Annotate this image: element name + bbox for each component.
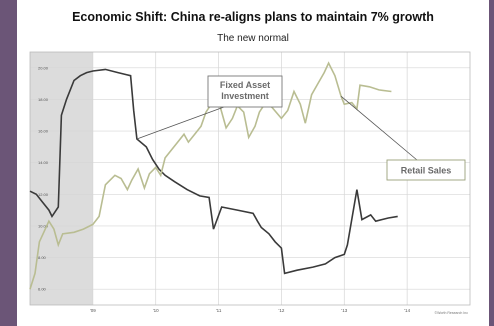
x-tick-label: '10: [153, 308, 159, 313]
x-tick-label: '14: [404, 308, 410, 313]
y-tick-label: 10.00: [38, 223, 49, 228]
chart-card: Economic Shift: China re-aligns plans to…: [17, 0, 489, 326]
y-tick-label: 12.00: [38, 192, 49, 197]
x-tick-label: '13: [341, 308, 347, 313]
annotation-leader: [340, 95, 418, 161]
x-tick-label: '09: [90, 308, 96, 313]
annotation-box: [207, 75, 283, 108]
x-tick-label: '11: [216, 308, 222, 313]
annotation-leader: [136, 106, 225, 140]
y-tick-label: 16.00: [38, 129, 49, 134]
annotation-label: Fixed Asset: [220, 80, 270, 90]
line-chart: '09 '10 '11 '12 '13 '14 6.00 8.00 10.00 12.00 14.0…: [29, 51, 471, 315]
plot-frame: [29, 51, 471, 306]
source-note: ©Worth Research Inc: [435, 311, 469, 315]
y-tick-label: 20.00: [38, 65, 49, 70]
annotation-label: Investment: [221, 91, 269, 101]
y-tick-label: 18.00: [38, 97, 49, 102]
chart-title: Economic Shift: China re-aligns plans to…: [72, 10, 434, 24]
x-tick-label: '12: [278, 308, 284, 313]
series-line: [29, 68, 398, 275]
annotation-label: Retail Sales: [401, 166, 452, 176]
chart-subtitle: The new normal: [217, 33, 289, 44]
annotation-box: [386, 159, 466, 181]
y-tick-label: 8.00: [38, 255, 47, 260]
y-tick-label: 6.00: [38, 287, 47, 292]
shaded-region: [30, 52, 93, 305]
y-tick-label: 14.00: [38, 160, 49, 165]
